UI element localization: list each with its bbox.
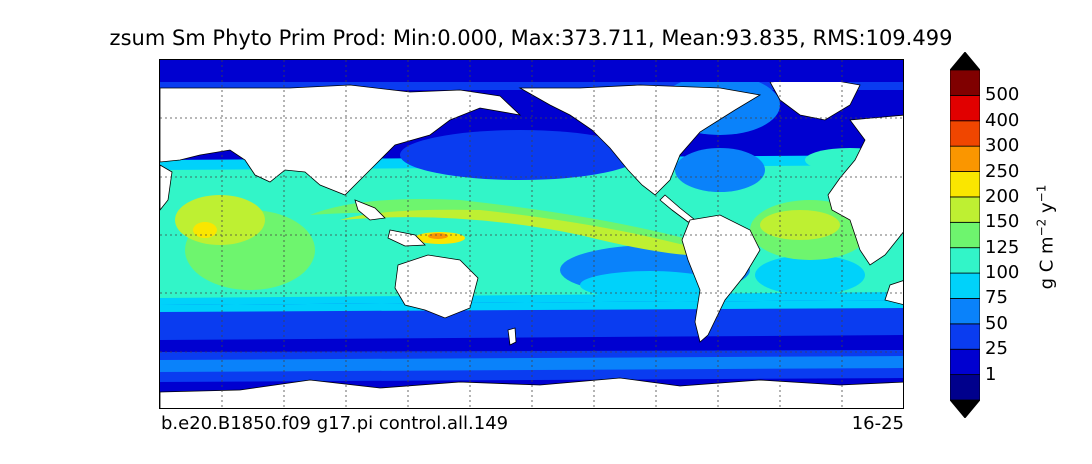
map-panel — [159, 59, 904, 409]
colorbar-tick-label: 200 — [985, 185, 1020, 207]
colorbar-segment — [950, 247, 980, 274]
colorbar-segment — [950, 171, 980, 198]
colorbar-segment — [950, 221, 980, 249]
north-pacific-gyre — [400, 130, 640, 180]
colorbar-tick-label: 50 — [985, 312, 1008, 334]
colorbar-tick-label: 300 — [985, 135, 1020, 157]
graticule — [160, 60, 903, 408]
colorbar-segment — [950, 298, 980, 325]
colorbar-tick-label: 150 — [985, 211, 1020, 233]
colorbar-tick-label: 75 — [985, 287, 1008, 309]
colorbar-segment — [950, 94, 980, 122]
colorbar-segment — [950, 145, 980, 172]
case-name-label: b.e20.B1850.f09 g17.pi control.all.149 — [161, 413, 509, 434]
ocean-productivity-map — [160, 60, 903, 408]
colorbar-extend-min — [950, 399, 980, 418]
colorbar-label: g C m−2 y−1 — [1034, 184, 1058, 290]
colorbar-segment — [950, 323, 980, 350]
colorbar-tick-label: 25 — [985, 338, 1008, 360]
colorbar-segment — [950, 196, 980, 223]
colorbar-extend-max — [950, 52, 980, 71]
colorbar-segment — [950, 348, 980, 376]
colorbar-segment — [950, 272, 980, 299]
colorbar-segment — [950, 120, 980, 147]
colorbar-tick-label: 1 — [985, 363, 997, 385]
figure-title: zsum Sm Phyto Prim Prod: Min:0.000, Max:… — [109, 26, 953, 50]
colorbar-segment — [950, 69, 980, 96]
colorbar-tick-label: 400 — [985, 109, 1020, 131]
colorbar-tick-label: 100 — [985, 262, 1020, 284]
colorbar-tick-label: 125 — [985, 236, 1020, 258]
colorbar-tick-label: 500 — [985, 84, 1020, 106]
years-label: 16-25 — [851, 413, 904, 434]
colorbar-segment — [950, 374, 980, 401]
colorbar-tick-label: 250 — [985, 160, 1020, 182]
colorbar — [950, 52, 980, 418]
